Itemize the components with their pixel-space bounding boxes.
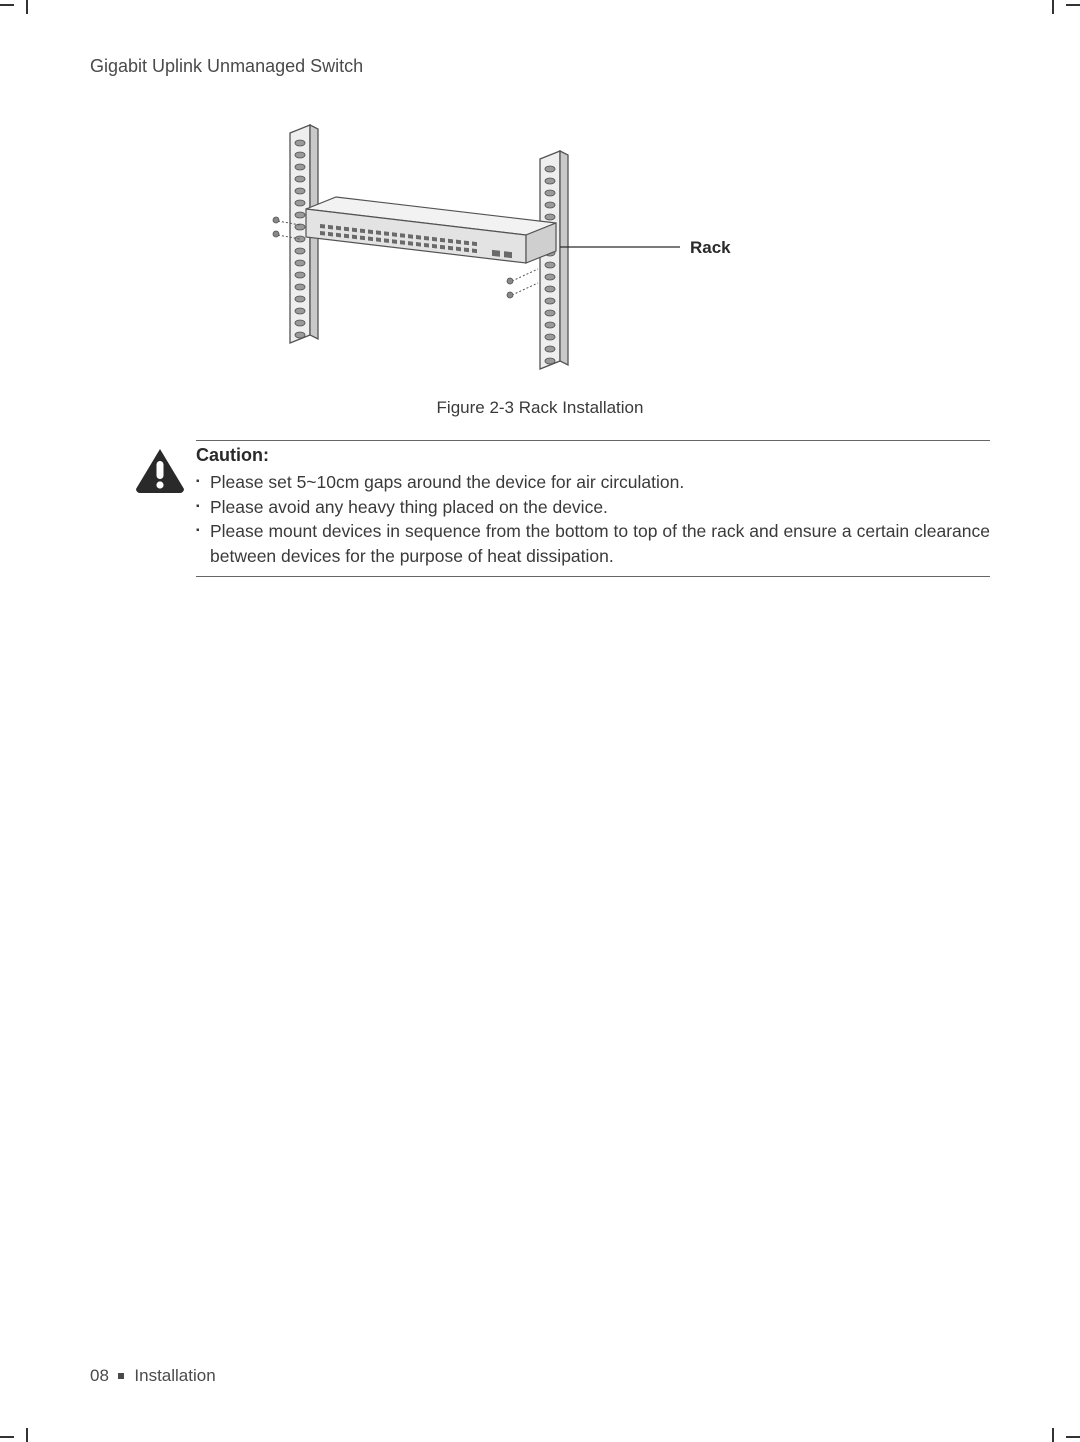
crop-mark <box>26 0 28 14</box>
caution-title: Caution: <box>196 445 990 466</box>
rack-diagram-svg: Rack <box>260 123 820 373</box>
page-header: Gigabit Uplink Unmanaged Switch <box>90 56 990 77</box>
crop-mark <box>1066 1436 1080 1438</box>
section-name: Installation <box>134 1366 215 1385</box>
page-number: 08 <box>90 1366 109 1385</box>
caution-block: Caution: Please set 5~10cm gaps around t… <box>196 440 990 577</box>
caution-list: Please set 5~10cm gaps around the device… <box>196 470 990 568</box>
figure-caption: Figure 2-3 Rack Installation <box>90 398 990 418</box>
crop-mark <box>1066 4 1080 6</box>
figure-rack-installation: Rack Figure 2-3 Rack Installation <box>90 123 990 418</box>
caution-item: Please set 5~10cm gaps around the device… <box>196 470 990 495</box>
rack-label: Rack <box>690 238 731 257</box>
crop-mark <box>26 1428 28 1442</box>
page-footer: 08 Installation <box>90 1366 216 1386</box>
crop-mark <box>0 4 14 6</box>
crop-mark <box>0 1436 14 1438</box>
caution-item: Please avoid any heavy thing placed on t… <box>196 495 990 520</box>
caution-item: Please mount devices in sequence from th… <box>196 519 990 568</box>
page-content: Gigabit Uplink Unmanaged Switch <box>90 56 990 1386</box>
caution-icon <box>134 445 190 498</box>
footer-separator-icon <box>118 1373 124 1379</box>
crop-mark <box>1052 1428 1054 1442</box>
crop-mark <box>1052 0 1054 14</box>
